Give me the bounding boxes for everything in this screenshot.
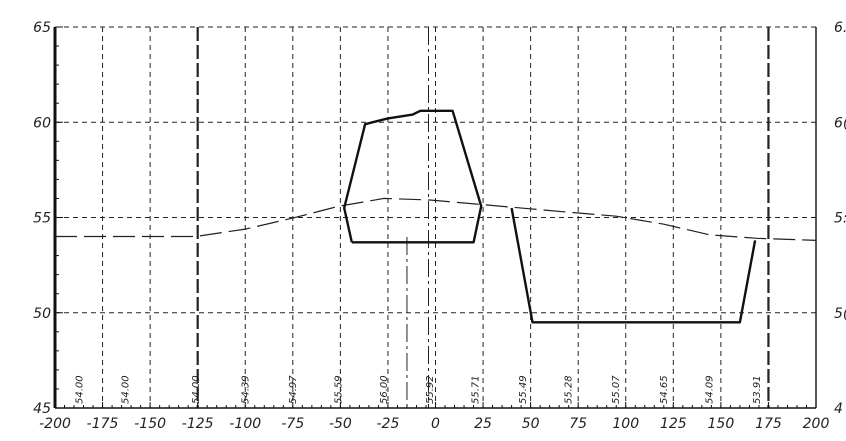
x-tick-label: 175 [755, 416, 782, 432]
x-tick-label: 50 [522, 416, 540, 432]
x-axis-labels: -200 -175 -150 -125 -100 -75 -50 -25 0 25 50 75 100 1… [39, 416, 829, 432]
elevation-label: 54.00 [120, 375, 131, 404]
elevation-label: 54.00 [75, 375, 86, 404]
x-tick-label: -125 [182, 416, 214, 432]
y-tick-label: 50 [33, 306, 51, 322]
y-tick-label: 55 [33, 211, 51, 227]
x-tick-label: -75 [281, 416, 304, 432]
grid-lines [55, 27, 816, 408]
right-y-tick-label: 4 [834, 401, 843, 417]
right-y-tick-label: 6( [834, 115, 846, 131]
elevation-label: 54.09 [704, 375, 715, 404]
right-y-tick-label: 6. [834, 20, 846, 36]
x-tick-label: 125 [660, 416, 687, 432]
y-axis-labels: 45 50 55 60 65 [33, 20, 51, 417]
elevation-label: 54.65 [659, 375, 670, 404]
elevation-label: 55.49 [518, 375, 529, 404]
x-tick-label: -200 [39, 416, 71, 432]
x-tick-label: 75 [569, 416, 587, 432]
elevation-label: 55.28 [564, 375, 575, 404]
design-section-line [344, 111, 481, 243]
elevation-label: 54.39 [240, 375, 251, 404]
x-tick-label: -175 [87, 416, 119, 432]
x-tick-label: -150 [134, 416, 166, 432]
x-tick-label: 100 [612, 416, 639, 432]
elevation-label: 55.71 [470, 375, 481, 404]
x-tick-label: 200 [803, 416, 830, 432]
y-tick-label: 45 [33, 401, 51, 417]
design-section-line [512, 208, 755, 322]
x-tick-label: 0 [431, 416, 440, 432]
elevation-label: 53.91 [752, 375, 763, 404]
elevation-label: 56.00 [379, 375, 390, 404]
y-tick-label: 65 [33, 20, 51, 36]
elevation-label: 54.97 [288, 375, 299, 404]
x-tick-label: -50 [329, 416, 352, 432]
y-tick-label: 60 [33, 115, 51, 131]
x-tick-label: -25 [377, 416, 400, 432]
elevation-label: 55.59 [333, 375, 344, 404]
right-y-tick-label: 5( [834, 306, 846, 322]
right-y-axis-labels: 4 5( 5: 6( 6. [834, 20, 846, 417]
x-tick-label: -100 [229, 416, 261, 432]
elevation-labels: 54.00 54.00 54.00 54.39 54.97 55.59 56.00 55.92… [75, 375, 763, 404]
elevation-label: 54.00 [191, 375, 202, 404]
x-tick-label: 150 [708, 416, 735, 432]
x-tick-label: 25 [474, 416, 492, 432]
elevation-label: 55.07 [611, 375, 622, 404]
right-y-tick-label: 5: [834, 211, 846, 227]
elevation-label: 55.92 [425, 375, 436, 404]
